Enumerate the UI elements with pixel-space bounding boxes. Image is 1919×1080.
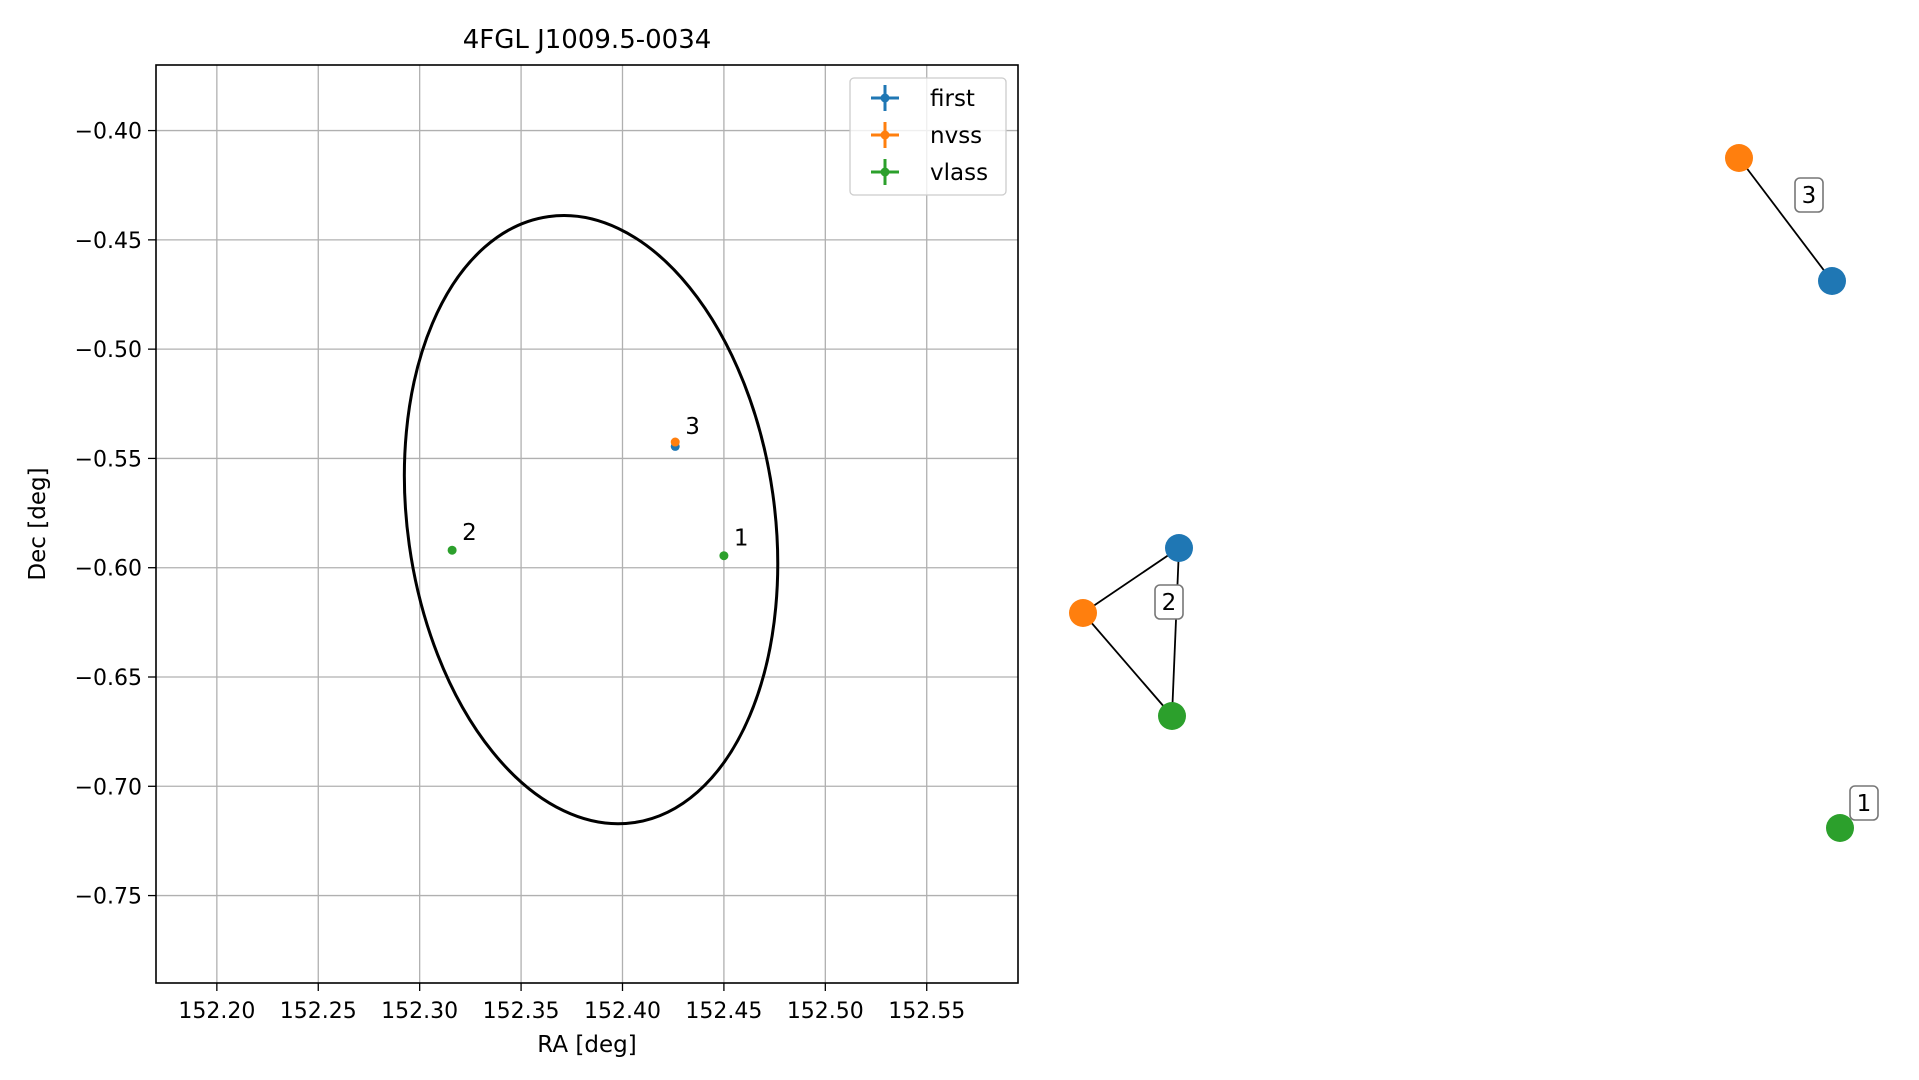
graph-node-vlass: [1158, 702, 1186, 730]
x-tick-label: 152.45: [685, 999, 762, 1024]
y-tick-label: −0.40: [75, 120, 142, 145]
error-ellipse-layer: [402, 214, 780, 826]
legend-marker-vlass: [871, 159, 899, 185]
x-tick-label: 152.35: [483, 999, 560, 1024]
source-label-3: 3: [685, 414, 700, 440]
graph-node-vlass: [1826, 814, 1854, 842]
x-tick-label: 152.25: [280, 999, 357, 1024]
graph-edge: [1171, 547, 1180, 717]
association-graph: 3 2 1: [1069, 144, 1879, 842]
x-tick-label: 152.55: [888, 999, 965, 1024]
graph-edge: [1738, 157, 1833, 282]
y-tick-label: −0.70: [75, 775, 142, 800]
legend-box: [849, 77, 1007, 196]
graph-edge: [1082, 547, 1180, 614]
y-tick-label: −0.55: [75, 447, 142, 472]
points-layer: 3 2 1: [447, 414, 749, 561]
graph-edge: [1082, 612, 1173, 717]
y-axis-label: Dec [deg]: [25, 467, 51, 580]
ticks-layer: 152.20 152.25 152.30 152.35 152.40 152.45 152.…: [75, 120, 966, 1024]
legend-marker-first: [871, 85, 899, 111]
graph-label-2: 2: [1162, 590, 1177, 616]
source-label-1: 1: [734, 526, 749, 552]
point-vlass: [447, 545, 457, 555]
legend-label-vlass: vlass: [930, 160, 988, 186]
source-label-2: 2: [462, 520, 477, 546]
graph-label-1: 1: [1857, 791, 1872, 817]
point-vlass: [719, 551, 729, 561]
x-axis-label: RA [deg]: [537, 1032, 636, 1058]
y-tick-label: −0.60: [75, 557, 142, 582]
chart-title: 4FGL J1009.5-0034: [463, 25, 712, 55]
grid: [156, 65, 1018, 983]
graph-label-box: [1849, 785, 1879, 821]
x-tick-label: 152.40: [584, 999, 661, 1024]
graph-label-box: [1794, 177, 1824, 213]
graph-node-first: [1165, 534, 1193, 562]
y-tick-label: −0.50: [75, 338, 142, 363]
x-tick-label: 152.50: [787, 999, 864, 1024]
legend: first nvss vlass: [849, 77, 1007, 196]
legend-label-first: first: [930, 86, 975, 112]
graph-node-first: [1818, 267, 1846, 295]
y-tick-label: −0.45: [75, 229, 142, 254]
y-tick-label: −0.75: [75, 885, 142, 910]
error-ellipse: [402, 214, 780, 826]
legend-marker-nvss: [871, 122, 899, 148]
point-nvss: [670, 437, 680, 447]
x-tick-label: 152.30: [381, 999, 458, 1024]
y-tick-label: −0.65: [75, 666, 142, 691]
graph-label-box: [1154, 584, 1184, 620]
graph-label-3: 3: [1802, 183, 1817, 209]
x-tick-label: 152.20: [178, 999, 255, 1024]
legend-markers: [871, 85, 899, 185]
graph-node-nvss: [1725, 144, 1753, 172]
legend-label-nvss: nvss: [930, 123, 982, 149]
plot-frame: [155, 64, 1019, 984]
graph-node-nvss: [1069, 599, 1097, 627]
